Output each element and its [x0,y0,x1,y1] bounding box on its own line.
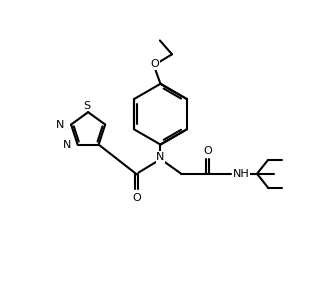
Text: N: N [56,119,65,130]
Text: O: O [132,193,141,203]
Text: N: N [63,140,71,150]
Text: NH: NH [232,169,249,179]
Text: O: O [203,146,212,156]
Text: S: S [83,101,90,111]
Text: O: O [150,60,159,69]
Text: N: N [156,152,165,162]
